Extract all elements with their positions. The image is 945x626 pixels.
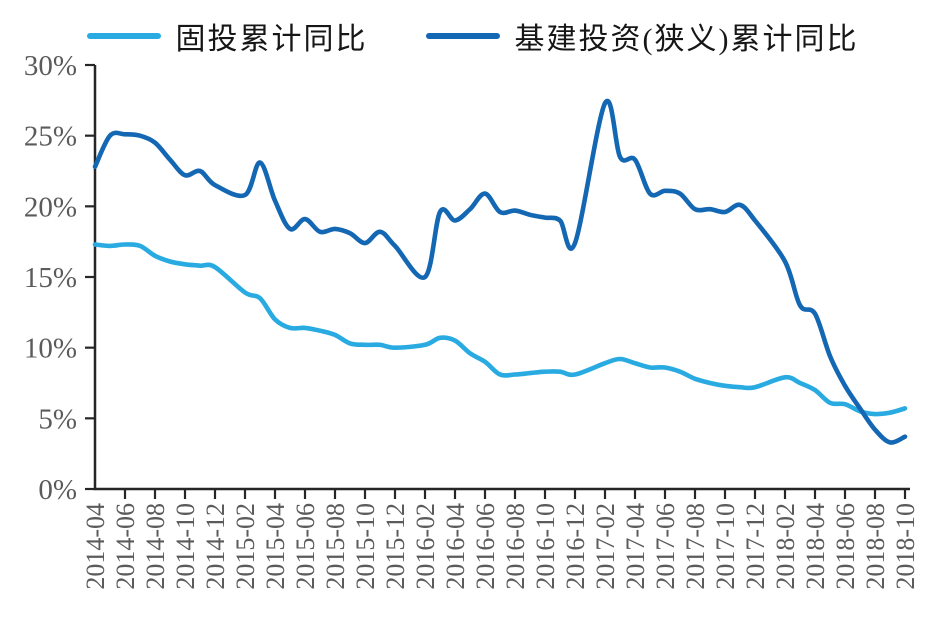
x-tick-label-2015-08: 2015-08 <box>321 503 350 590</box>
x-tick-label-2017-06: 2017-06 <box>651 503 680 590</box>
x-tick-label-2016-08: 2016-08 <box>501 503 530 590</box>
y-tick-label-25%: 25% <box>24 121 77 153</box>
y-tick-label-20%: 20% <box>24 191 77 223</box>
x-tick-label-2015-06: 2015-06 <box>291 503 320 590</box>
x-tick-label-2018-06: 2018-06 <box>831 503 860 590</box>
x-tick-label-2015-10: 2015-10 <box>351 503 380 590</box>
x-tick-label-2017-10: 2017-10 <box>711 503 740 590</box>
x-tick-label-2017-02: 2017-02 <box>591 503 620 590</box>
x-tick-label-2016-10: 2016-10 <box>531 503 560 590</box>
x-tick-label-2017-08: 2017-08 <box>681 503 710 590</box>
x-tick-label-2017-12: 2017-12 <box>741 503 770 590</box>
x-tick-label-2016-02: 2016-02 <box>411 503 440 590</box>
axis-lines <box>93 65 910 491</box>
x-tick-label-2018-02: 2018-02 <box>771 503 800 590</box>
y-tick-label-5%: 5% <box>38 403 77 435</box>
x-tick-label-2014-12: 2014-12 <box>201 503 230 590</box>
x-tick-label-2015-12: 2015-12 <box>381 503 410 590</box>
series-line-infrastructure <box>92 98 908 445</box>
x-tick-label-2015-02: 2015-02 <box>231 503 260 590</box>
x-tick-label-2014-08: 2014-08 <box>141 503 170 590</box>
x-tick-label-2014-06: 2014-06 <box>111 503 140 590</box>
series-line-fai <box>92 242 908 417</box>
x-tick-label-2018-04: 2018-04 <box>801 503 830 590</box>
y-tick-label-15%: 15% <box>24 262 77 294</box>
x-tick-label-2016-06: 2016-06 <box>471 503 500 590</box>
x-tick-label-2018-08: 2018-08 <box>861 503 890 590</box>
x-tick-label-2016-12: 2016-12 <box>561 503 590 590</box>
x-tick-label-2016-04: 2016-04 <box>441 503 470 590</box>
x-tick-label-2017-04: 2017-04 <box>621 503 650 590</box>
x-tick-label-2014-04: 2014-04 <box>81 503 110 590</box>
y-tick-label-30%: 30% <box>24 50 77 82</box>
y-tick-label-0%: 0% <box>38 474 77 506</box>
y-tick-label-10%: 10% <box>24 333 77 365</box>
x-tick-label-2014-10: 2014-10 <box>171 503 200 590</box>
x-tick-label-2015-04: 2015-04 <box>261 503 290 590</box>
x-tick-label-2018-10: 2018-10 <box>891 503 920 590</box>
